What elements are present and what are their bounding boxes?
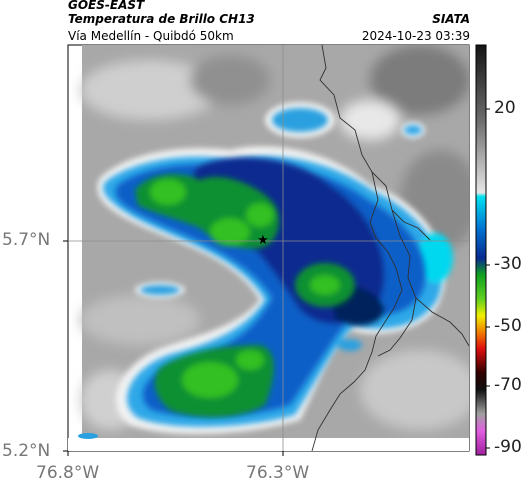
route-label: Vía Medellín - Quibdó 50km: [68, 29, 234, 43]
cloud-field: [68, 45, 469, 451]
lon-tick-76-8: 76.8°W: [36, 463, 100, 483]
border-south: [377, 297, 417, 357]
bottom-strip: [68, 438, 469, 451]
colorbar-label-20: 20: [494, 98, 516, 118]
lat-tick-5-2: 5.2°N: [2, 441, 51, 461]
satellite-title: GOES-EAST: [68, 0, 145, 12]
colorbar-label-minus50: -50: [494, 316, 522, 336]
agency-label: SIATA: [432, 12, 470, 26]
datetime-label: 2024-10-23 03:39: [361, 29, 470, 43]
border-inner: [391, 209, 431, 241]
colorbar-label-minus70: -70: [494, 375, 522, 395]
colorbar-label-minus30: -30: [494, 254, 522, 274]
lat-tick-5-7: 5.7°N: [2, 230, 51, 250]
colorbar-label-minus90: -90: [494, 437, 522, 457]
product-title: Temperatura de Brillo CH13: [68, 12, 255, 26]
colorbar-ticks: [486, 108, 490, 449]
colorbar: [475, 44, 487, 456]
location-marker: ★: [257, 233, 269, 248]
green-cores: [135, 174, 355, 417]
lon-tick-76-3: 76.3°W: [246, 463, 310, 483]
border-west: [311, 45, 403, 451]
bottom-blue-speck: [78, 433, 98, 439]
border-east: [371, 171, 469, 347]
